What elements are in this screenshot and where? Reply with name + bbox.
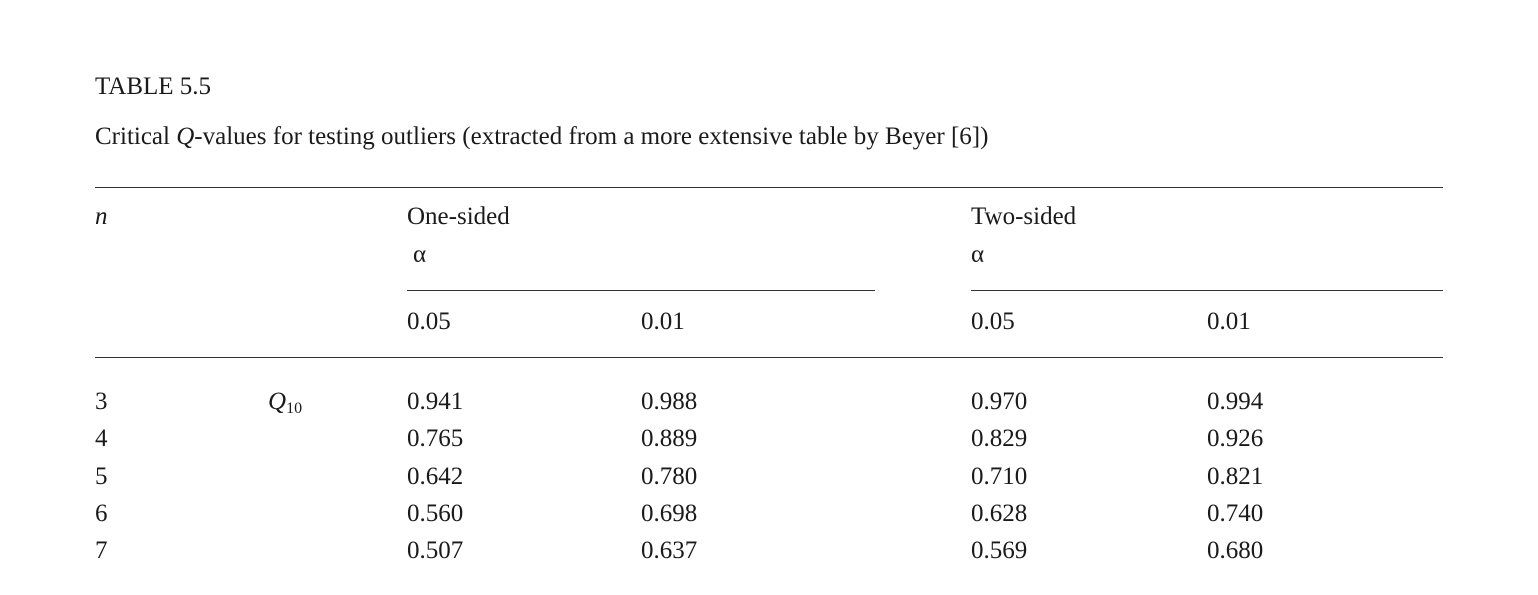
- alpha-header: α: [971, 241, 985, 268]
- value-cell: 0.740: [1207, 499, 1264, 527]
- group-rule: [407, 290, 875, 291]
- group-header: One-sided: [407, 203, 510, 230]
- statistic-subscript: 10: [286, 400, 303, 417]
- value-cell: 0.637: [641, 537, 698, 565]
- value-cell: 0.970: [971, 388, 1028, 415]
- n-cell: 5: [95, 462, 108, 490]
- n-cell: 4: [95, 425, 108, 453]
- table-title: TABLE 5.5: [95, 73, 212, 100]
- alpha-header: α: [413, 241, 427, 268]
- level-header: 0.05: [971, 308, 1015, 335]
- value-cell: 0.628: [971, 499, 1028, 527]
- value-cell: 0.941: [407, 388, 464, 415]
- statistic-label: Q10: [268, 388, 302, 423]
- value-cell: 0.680: [1207, 537, 1264, 565]
- n-header: n: [95, 203, 108, 230]
- table-caption: Critical Q-values for testing outliers (…: [95, 123, 988, 151]
- value-cell: 0.994: [1207, 388, 1264, 415]
- value-cell: 0.780: [641, 462, 698, 490]
- value-cell: 0.829: [971, 425, 1028, 453]
- group-header: Two-sided: [971, 203, 1077, 230]
- value-cell: 0.889: [641, 425, 698, 453]
- caption-text: Critical: [95, 123, 177, 150]
- top-rule: [95, 187, 1443, 188]
- level-header: 0.05: [407, 308, 451, 335]
- group-rule: [971, 290, 1443, 291]
- value-cell: 0.710: [971, 462, 1028, 490]
- level-header: 0.01: [1207, 308, 1251, 335]
- caption-text: -values for testing outliers (extracted …: [194, 123, 989, 150]
- statistic-symbol: Q: [268, 388, 287, 415]
- value-cell: 0.988: [641, 388, 698, 415]
- value-cell: 0.642: [407, 462, 464, 490]
- value-cell: 0.569: [971, 537, 1028, 565]
- header-rule: [95, 357, 1443, 358]
- value-cell: 0.926: [1207, 425, 1264, 453]
- value-cell: 0.821: [1207, 462, 1264, 490]
- caption-symbol: Q: [176, 123, 195, 150]
- value-cell: 0.560: [407, 499, 464, 527]
- value-cell: 0.765: [407, 425, 464, 453]
- value-cell: 0.507: [407, 537, 464, 565]
- n-cell: 6: [95, 499, 108, 527]
- level-header: 0.01: [641, 308, 685, 335]
- value-cell: 0.698: [641, 499, 698, 527]
- n-cell: 7: [95, 537, 108, 565]
- n-cell: 3: [95, 388, 108, 415]
